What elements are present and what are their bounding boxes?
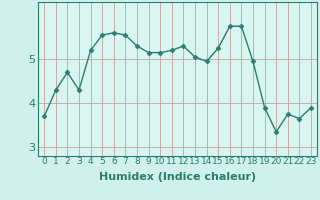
- X-axis label: Humidex (Indice chaleur): Humidex (Indice chaleur): [99, 172, 256, 182]
